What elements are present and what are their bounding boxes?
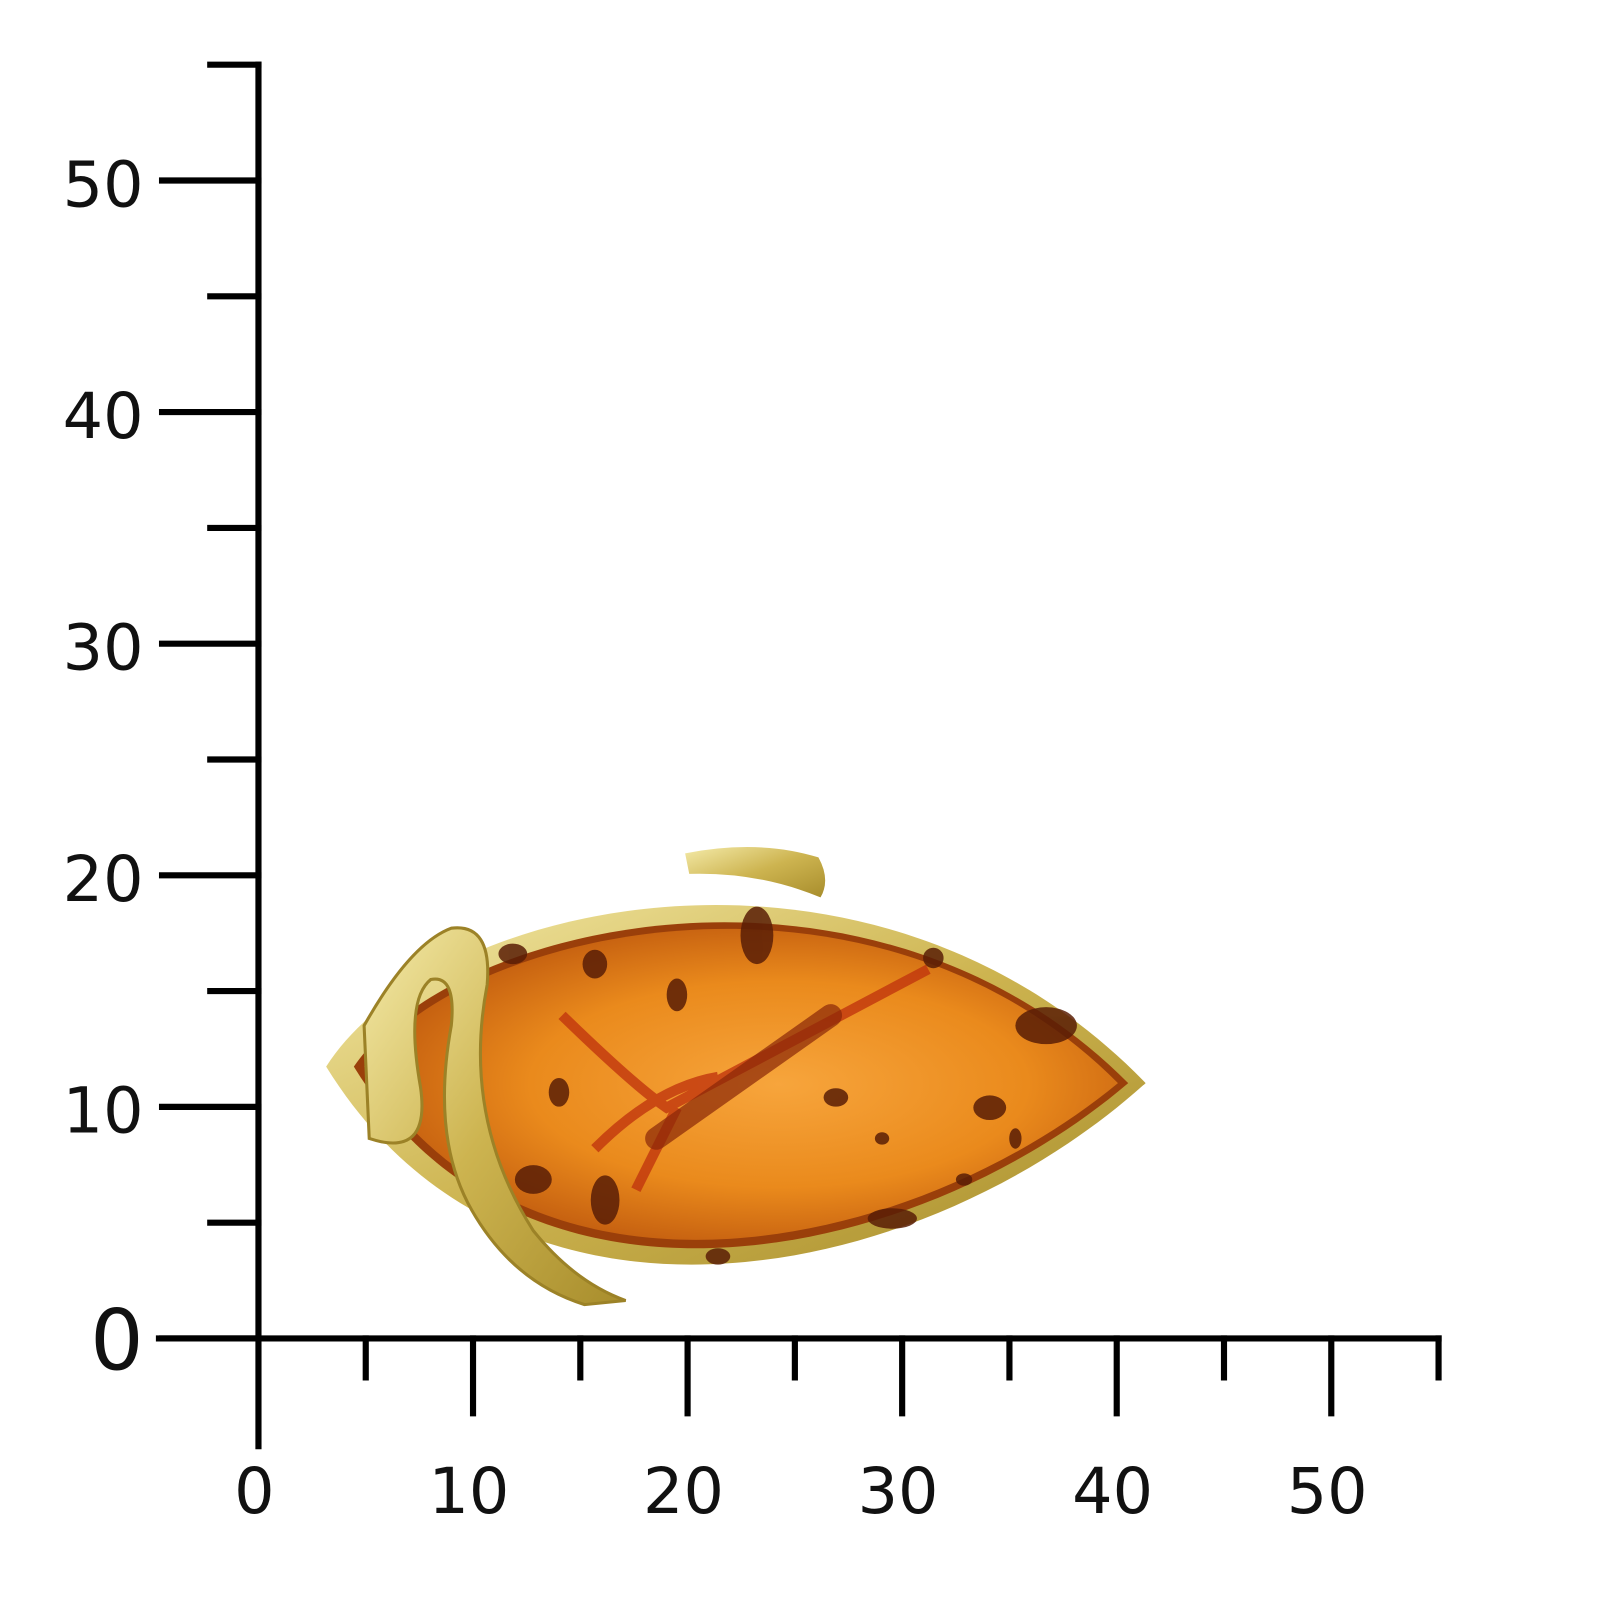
- x-tick-label: 50: [1287, 1454, 1368, 1528]
- y-tick-label: 20: [63, 842, 144, 916]
- x-tick-label: 30: [858, 1454, 939, 1528]
- y-tick-label: 50: [63, 147, 144, 221]
- x-tick-label: 40: [1072, 1454, 1153, 1528]
- y-tick-label: 30: [63, 610, 144, 684]
- scale: 0 10 20 30 40 50 0 10 20 30 40 50: [63, 61, 1442, 1528]
- x-tick-label: 20: [643, 1454, 724, 1528]
- y-tick-label: 10: [63, 1074, 144, 1148]
- amber-pendant: [326, 847, 1146, 1307]
- x-tick-label: 10: [428, 1454, 509, 1528]
- x-tick-label: 0: [234, 1454, 274, 1528]
- y-tick-label: 40: [63, 379, 144, 453]
- y-tick-label: 0: [90, 1292, 144, 1390]
